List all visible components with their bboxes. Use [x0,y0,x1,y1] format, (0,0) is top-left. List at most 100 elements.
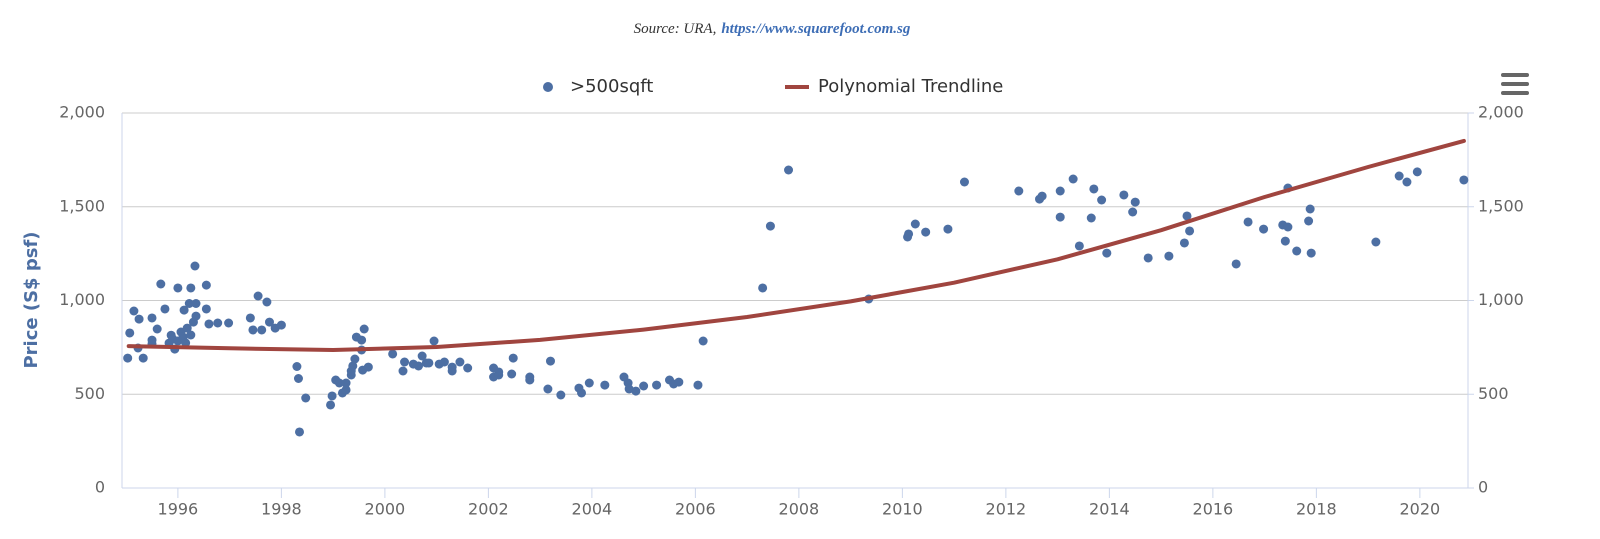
scatter-point [1086,213,1096,223]
scatter-point [439,357,449,367]
scatter-point [765,221,775,231]
menu-bar[interactable] [1501,73,1529,77]
scatter-point [1306,248,1316,258]
y-tick-label: 0 [95,478,105,497]
scatter-point [1128,207,1138,217]
menu-button[interactable] [1501,73,1529,95]
scatter-point [262,297,272,307]
y2-tick-label: 0 [1478,478,1488,497]
y-tick-label: 500 [74,384,105,403]
scatter-point [1304,216,1314,226]
menu-bar[interactable] [1501,91,1529,95]
x-tick-label: 2002 [468,500,509,519]
scatter-point [204,319,214,329]
scatter-point [921,227,931,237]
y2-tick-label: 1,000 [1478,290,1524,309]
scatter-point [257,325,267,335]
scatter-point [674,377,684,387]
scatter-point [1182,211,1192,221]
y2-tick-label: 2,000 [1478,103,1524,122]
scatter-point [350,354,360,364]
x-tick-label: 2010 [882,500,923,519]
scatter-point [1412,167,1422,177]
scatter-point [455,357,465,367]
scatter-point [327,391,337,401]
source-link[interactable]: https://www.squarefoot.com.sg [721,21,911,37]
scatter-point [1130,197,1140,207]
scatter-point [1292,246,1302,256]
scatter-point [156,279,166,289]
scatter-point [943,224,953,234]
scatter-point [173,283,183,293]
scatter-point [1394,171,1404,181]
scatter-point [190,261,200,271]
scatter-point [253,291,263,301]
scatter-point [652,380,662,390]
scatter-point [639,381,649,391]
y-axis-label: Price (S$ psf) [21,231,42,368]
y-tick-label: 1,000 [59,290,105,309]
scatter-point [545,356,555,366]
scatter-point [179,305,189,315]
scatter-point [341,385,351,395]
trend-line [126,138,1466,352]
scatter-point [348,361,358,371]
legend-label: >500sqft [570,76,653,97]
scatter-point [758,283,768,293]
scatter-point [184,299,194,308]
x-tick-label: 2008 [779,500,820,519]
source: Source: URA, https://www.squarefoot.com.s… [634,21,911,37]
scatter-point [264,317,274,327]
scatter-point [631,386,641,396]
scatter-point [201,304,211,314]
scatter-point [904,229,914,239]
scatter-point [341,378,351,388]
scatter-point [213,318,223,328]
scatter-point [1102,248,1112,258]
scatter-series [123,165,1469,437]
x-tick-label: 2020 [1400,500,1441,519]
scatter-point [125,328,135,338]
scatter-point [417,351,427,361]
scatter-point [1055,186,1065,196]
scatter-point [1305,204,1315,214]
x-tick-label: 2006 [675,500,716,519]
scatter-point [186,283,196,293]
scatter-point [1402,177,1412,187]
scatter-point [543,384,553,394]
scatter-point [363,362,373,372]
scatter-point [292,362,302,371]
scatter-point [293,374,303,383]
scatter-point [398,366,408,376]
scatter-point [400,357,410,367]
scatter-point [525,372,535,382]
scatter-point [295,427,305,437]
scatter-point [129,306,139,316]
scatter-point [1055,212,1065,222]
scatter-point [1089,184,1099,194]
scatter-point [134,314,144,324]
x-tick-label: 1998 [261,500,302,519]
scatter-point [1243,217,1253,227]
scatter-point [577,388,587,398]
scatter-point [245,313,255,323]
scatter-point [414,361,424,371]
scatter-point [276,320,286,330]
scatter-point [584,378,594,388]
menu-bar[interactable] [1501,82,1529,86]
scatter-point [123,353,133,363]
x-tick-label: 1996 [158,500,199,519]
scatter-point [1068,174,1078,184]
scatter-point [147,313,157,323]
scatter-point [1074,241,1084,251]
scatter-point [1179,238,1189,248]
y2-tick-label: 1,500 [1478,196,1524,215]
x-tick-label: 2014 [1089,500,1130,519]
x-tick-label: 2012 [986,500,1027,519]
source-label: Source: URA, [634,21,717,37]
scatter-point [359,324,369,334]
scatter-point [784,165,794,175]
scatter-point [152,324,162,334]
scatter-point [301,393,311,403]
